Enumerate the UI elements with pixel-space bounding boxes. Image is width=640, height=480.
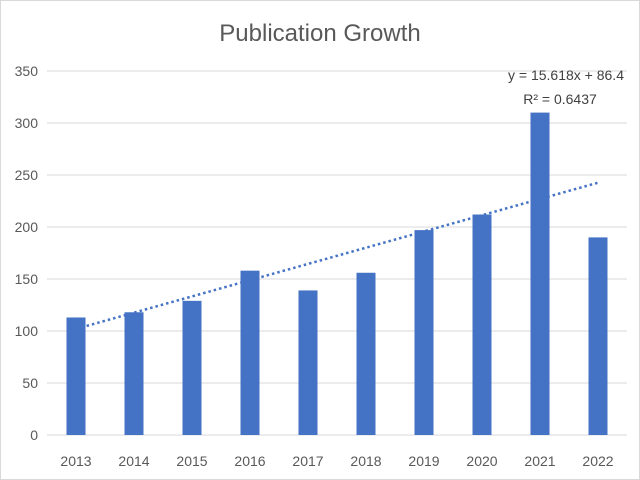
bar-2021 [530,112,550,435]
bar-2018 [356,272,376,435]
bar-2015 [182,300,202,435]
y-tick-label: 200 [15,219,39,235]
x-tick-label: 2019 [408,453,439,469]
x-tick-label: 2016 [234,453,265,469]
y-tick-label: 250 [15,167,39,183]
y-tick-label: 300 [15,115,39,131]
bar-2016 [240,270,260,435]
x-tick-label: 2021 [524,453,555,469]
trendline-equation: y = 15.618x + 86.4 [508,67,624,83]
y-tick-label: 100 [15,323,39,339]
x-tick-label: 2017 [292,453,323,469]
chart-title: Publication Growth [219,20,421,47]
bar-2022 [588,237,608,435]
bar-2017 [298,290,318,435]
y-tick-label: 350 [15,63,39,79]
bar-2020 [472,214,492,435]
bar-2014 [124,312,144,435]
x-tick-label: 2020 [466,453,497,469]
bar-2013 [66,317,86,435]
y-tick-label: 0 [30,427,38,443]
x-tick-label: 2022 [582,453,613,469]
x-tick-label: 2014 [118,453,149,469]
y-tick-label: 50 [22,375,38,391]
x-tick-label: 2013 [60,453,91,469]
y-tick-label: 150 [15,271,39,287]
x-tick-label: 2015 [176,453,207,469]
trendline-r2: R² = 0.6437 [523,91,597,107]
x-tick-label: 2018 [350,453,381,469]
bar-2019 [414,230,434,435]
trendline [75,181,599,331]
